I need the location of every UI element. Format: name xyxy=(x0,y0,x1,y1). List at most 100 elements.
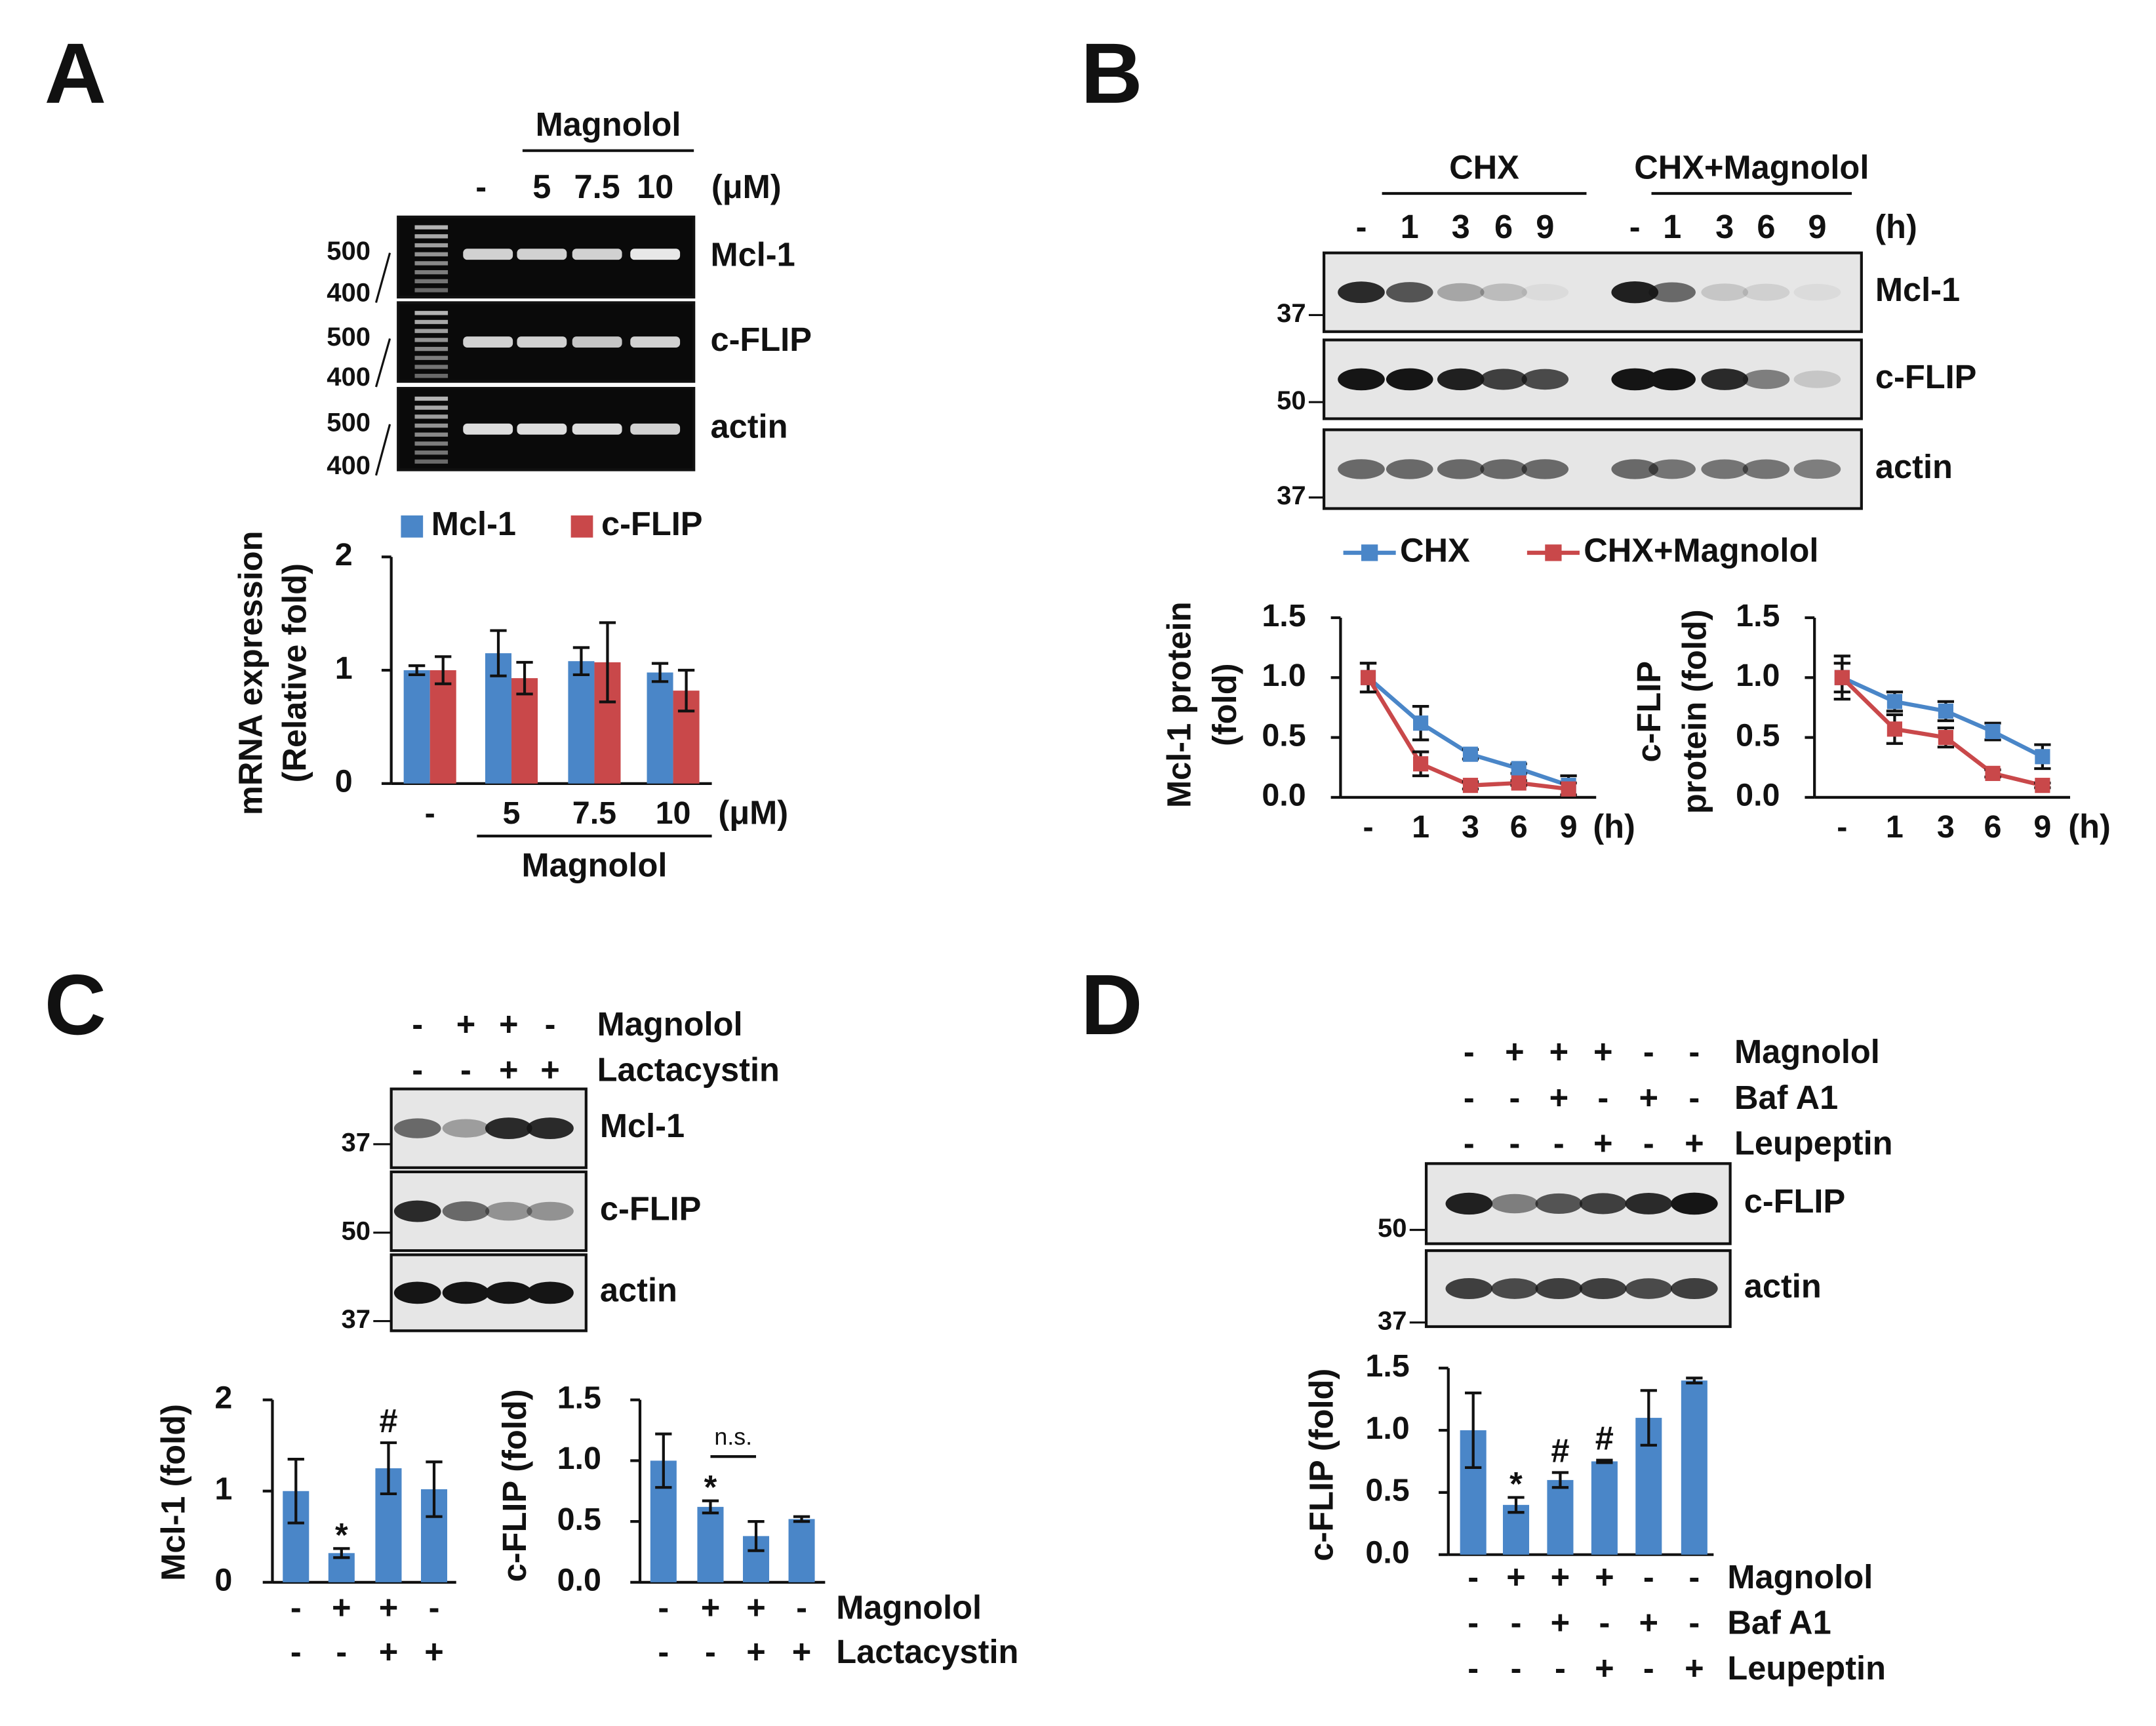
y-tick-label: 1.5 xyxy=(1365,1348,1409,1384)
unit-label: (μM) xyxy=(711,168,782,205)
lane-label: - xyxy=(475,168,487,205)
condition-name: Lactacystin xyxy=(597,1051,780,1089)
bar xyxy=(429,670,456,784)
marker-label: 50 xyxy=(1277,386,1306,415)
point xyxy=(1462,778,1479,793)
point xyxy=(1938,729,1953,746)
condition-sign: + xyxy=(540,1051,560,1089)
error-bar xyxy=(435,655,452,685)
error-bar xyxy=(1596,1458,1613,1464)
point xyxy=(1938,703,1953,719)
ladder-band xyxy=(414,365,449,369)
blot-band xyxy=(1701,459,1749,479)
error-bar xyxy=(793,1515,810,1523)
condition-sign: - xyxy=(658,1588,669,1626)
y-axis-label: c-FLIP xyxy=(1630,661,1667,763)
condition-name: Baf A1 xyxy=(1727,1604,1831,1641)
condition-sign: - xyxy=(1643,1033,1654,1070)
point xyxy=(1985,765,2001,781)
ladder-band xyxy=(414,396,449,401)
x-tick-label: 1 xyxy=(1412,809,1429,845)
condition-sign: - xyxy=(412,1005,423,1043)
blot-band xyxy=(442,1119,490,1138)
blot-band xyxy=(1793,283,1841,301)
marker-label: 37 xyxy=(342,1128,371,1157)
ladder-band xyxy=(414,414,449,419)
point xyxy=(1511,761,1527,776)
condition-sign: - xyxy=(1643,1558,1654,1596)
condition-sign: + xyxy=(499,1051,519,1089)
condition-sign: + xyxy=(1595,1558,1614,1596)
error-bar xyxy=(1551,1471,1569,1489)
legend-swatch xyxy=(570,515,593,538)
blot-band xyxy=(1793,459,1841,479)
lane-label: 7.5 xyxy=(574,168,620,205)
blot-band xyxy=(1701,369,1749,390)
annotation: * xyxy=(335,1516,348,1554)
blot-band xyxy=(1338,281,1385,304)
annotation: # xyxy=(1551,1432,1569,1469)
marker-label: 37 xyxy=(1277,299,1306,328)
y-tick-label: 1 xyxy=(214,1472,232,1507)
row-label: c-FLIP xyxy=(600,1190,702,1227)
blot-band xyxy=(485,1281,532,1304)
lane-label: 9 xyxy=(1536,208,1554,245)
x-tick-label: 6 xyxy=(1510,809,1528,845)
y-axis-label: (fold) xyxy=(1206,664,1243,746)
blot-band xyxy=(1386,368,1433,391)
blot-band xyxy=(1480,283,1527,302)
blot-band xyxy=(1386,459,1433,479)
y-axis-label: mRNA expression xyxy=(231,531,269,815)
blot-band xyxy=(1625,1193,1673,1214)
point xyxy=(1462,746,1479,762)
ladder-band xyxy=(414,270,449,275)
condition-sign: - xyxy=(429,1588,440,1626)
ladder-band xyxy=(414,338,449,342)
blot-band xyxy=(1611,459,1659,479)
annotation: # xyxy=(1595,1419,1614,1456)
bar xyxy=(568,661,595,784)
blot-band xyxy=(527,1117,574,1140)
condition-sign: - xyxy=(336,1633,347,1670)
point xyxy=(1360,670,1376,685)
condition-sign: + xyxy=(746,1588,766,1626)
error-bar xyxy=(490,629,507,677)
condition-sign: - xyxy=(1464,1033,1475,1070)
condition-sign: - xyxy=(290,1633,302,1670)
condition-sign: - xyxy=(1688,1558,1700,1596)
group-label: Magnolol xyxy=(536,106,681,143)
ladder-band xyxy=(414,405,449,410)
row-label: actin xyxy=(600,1272,677,1309)
condition-name: Magnolol xyxy=(597,1005,743,1043)
condition-sign: + xyxy=(379,1633,399,1670)
ladder-band xyxy=(414,374,449,378)
x-tick-label: - xyxy=(1837,809,1847,845)
point xyxy=(2035,778,2050,793)
panel-label: C xyxy=(45,957,106,1053)
condition-sign: - xyxy=(796,1588,807,1626)
ladder-band xyxy=(414,459,449,464)
blot-band xyxy=(1521,369,1569,390)
condition-sign: - xyxy=(1688,1079,1700,1116)
blot-band xyxy=(1521,459,1569,479)
condition-name: Magnolol xyxy=(1727,1558,1873,1596)
y-axis-label: protein (fold) xyxy=(1675,609,1713,814)
ladder-band xyxy=(414,261,449,266)
error-bar xyxy=(599,621,616,704)
condition-sign: + xyxy=(1685,1124,1704,1161)
y-tick-label: 0.5 xyxy=(1736,717,1780,753)
blot-band xyxy=(1445,1192,1493,1215)
line xyxy=(1366,676,1569,792)
condition-sign: + xyxy=(1685,1649,1704,1687)
error-bar xyxy=(380,1441,397,1496)
x-tick-label: 3 xyxy=(1462,809,1479,845)
condition-sign: + xyxy=(1639,1604,1659,1641)
y-tick-label: 0.0 xyxy=(557,1563,601,1598)
error-bar xyxy=(651,662,669,683)
line xyxy=(1367,675,1570,788)
legend-marker xyxy=(1545,544,1562,561)
ladder-band xyxy=(414,329,449,333)
blot-band xyxy=(1480,459,1527,479)
